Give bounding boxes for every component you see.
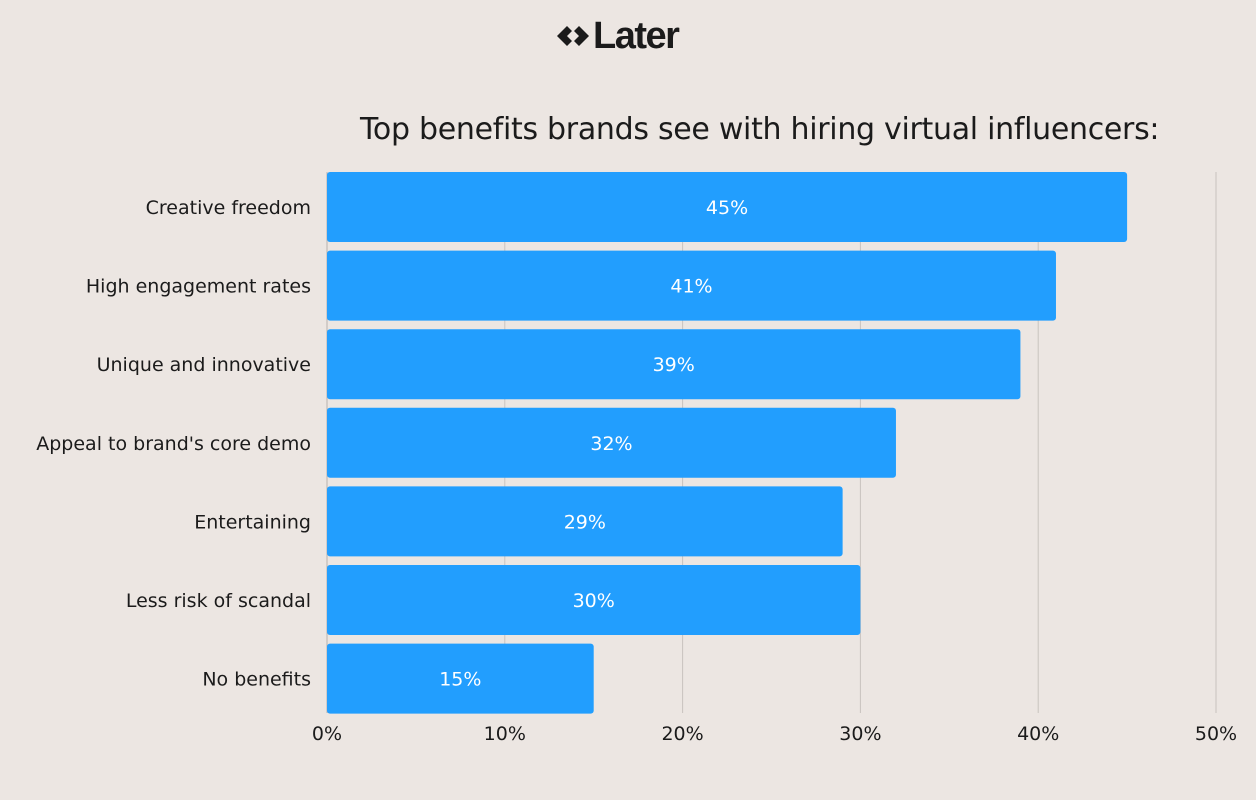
data-label: 30% (573, 590, 615, 612)
x-tick-label: 40% (1017, 723, 1059, 745)
logo-text: Later (593, 15, 680, 57)
bar (327, 250, 1056, 321)
category-label: No benefits (202, 669, 311, 691)
category-label: Unique and innovative (97, 354, 311, 376)
data-label: 45% (706, 197, 748, 219)
x-tick-label: 0% (312, 723, 342, 745)
bar (327, 486, 843, 557)
x-tick-label: 10% (484, 723, 526, 745)
data-label: 41% (670, 276, 712, 298)
x-tick-label: 20% (661, 723, 703, 745)
bar (327, 329, 1021, 400)
category-label: Entertaining (194, 511, 311, 533)
category-label: Creative freedom (146, 197, 311, 219)
x-tick-label: 30% (839, 723, 881, 745)
brand-logo: Later (557, 14, 680, 58)
chart-title: Top benefits brands see with hiring virt… (360, 112, 1160, 147)
category-label: Appeal to brand's core demo (36, 433, 311, 455)
data-label: 29% (564, 511, 606, 533)
category-label: High engagement rates (86, 276, 311, 298)
bar (327, 172, 1128, 242)
x-tick-label: 50% (1195, 723, 1237, 745)
data-label: 15% (439, 669, 481, 691)
category-label: Less risk of scandal (126, 590, 311, 612)
data-label: 39% (653, 354, 695, 376)
diamond-arrows-icon (557, 26, 589, 46)
bar (327, 565, 861, 635)
bar (327, 407, 896, 478)
data-label: 32% (590, 433, 632, 455)
bar (327, 643, 594, 714)
